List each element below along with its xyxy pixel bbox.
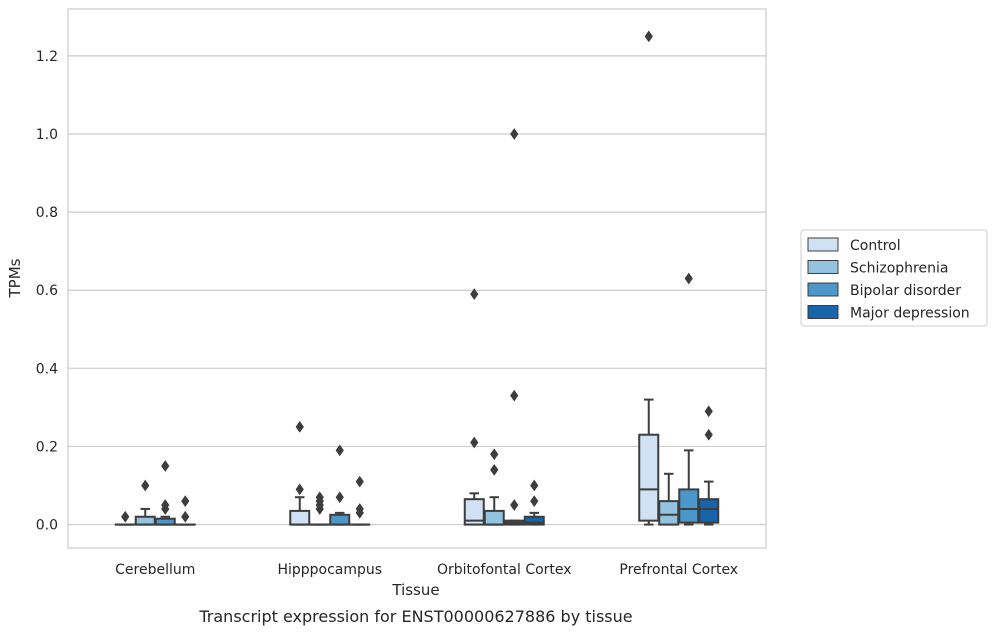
- legend-label-1: Schizophrenia: [850, 261, 948, 277]
- box-body: [638, 433, 660, 522]
- grid: [68, 55, 766, 526]
- y-tick-label-2: 0.4: [36, 361, 58, 377]
- outlier-point-0: [490, 464, 499, 476]
- legend-swatch-3: [807, 305, 839, 319]
- legend-label-0: Control: [850, 238, 901, 254]
- legend: Control Schizophrenia Bipolar disorder Majo…: [800, 229, 988, 327]
- outlier-point-1: [704, 405, 713, 418]
- outlier-point-0: [335, 491, 344, 504]
- box-body: [523, 515, 545, 526]
- box-body: [483, 509, 505, 526]
- x-tick-label-0: Cerebellum: [115, 562, 195, 578]
- box-3-2: [678, 272, 700, 526]
- plot-frame: [67, 8, 767, 549]
- outlier-point-0: [530, 495, 539, 508]
- legend-label-2: Bipolar disorder: [850, 283, 961, 299]
- box-0-1: [134, 479, 156, 526]
- box-body: [698, 498, 720, 524]
- outlier-point-1: [295, 421, 304, 433]
- x-tick-label-2: Orbitofontal Cortex: [437, 562, 572, 578]
- outlier-point-1: [355, 503, 364, 515]
- outlier-point-1: [470, 288, 479, 300]
- y-tick-label-6: 1.2: [36, 49, 58, 65]
- y-tick-label-0: 0.0: [36, 518, 58, 534]
- legend-swatch-1: [807, 260, 839, 274]
- outlier-point-0: [704, 428, 713, 441]
- box-body: [329, 513, 351, 526]
- y-tick-label-1: 0.2: [36, 439, 58, 455]
- plot-boxes: [114, 30, 720, 526]
- box-0-2: [154, 460, 176, 526]
- outlier-point-1: [161, 499, 170, 511]
- box-2-3: [523, 479, 545, 526]
- outlier-point-2: [161, 460, 170, 472]
- box-1-1: [309, 491, 331, 526]
- outlier-point-1: [335, 444, 344, 457]
- legend-swatch-0: [807, 237, 839, 252]
- box-2-0: [463, 288, 485, 526]
- legend-label-3: Major depression: [850, 306, 970, 322]
- outlier-point-2: [510, 128, 519, 140]
- box-body: [134, 515, 156, 526]
- x-tick-labels: Cerebellum Hipppocampus Orbitofontal Corte…: [115, 562, 738, 578]
- box-0-3: [174, 495, 196, 526]
- box-1-2: [329, 444, 351, 526]
- outlier-point-1: [510, 389, 519, 402]
- outlier-point-0: [470, 436, 479, 449]
- outlier-point-0: [295, 483, 304, 496]
- outlier-point-1: [181, 495, 190, 508]
- outlier-point-0: [644, 30, 653, 43]
- box-body: [289, 509, 311, 526]
- box-1-0: [289, 421, 311, 526]
- outlier-point-1: [530, 479, 539, 492]
- outlier-point-0: [510, 499, 519, 511]
- box-3-3: [698, 405, 720, 526]
- outlier-point-0: [141, 479, 150, 492]
- x-axis-label: Tissue: [391, 581, 439, 599]
- outlier-point-0: [121, 510, 130, 523]
- outlier-point-3: [315, 491, 324, 504]
- chart-caption: Transcript expression for ENST0000062788…: [198, 607, 632, 626]
- y-axis-label: TPMs: [6, 258, 24, 298]
- box-3-1: [658, 472, 680, 526]
- x-tick-label-3: Prefrontal Cortex: [619, 562, 738, 578]
- legend-swatch-2: [807, 282, 839, 297]
- y-tick-labels: 0.0 0.2 0.4 0.6 0.8 1.0 1.2: [36, 49, 58, 534]
- box-0-0: [114, 510, 136, 526]
- outlier-point-1: [490, 448, 499, 461]
- box-1-3: [349, 475, 371, 526]
- y-tick-label-3: 0.6: [36, 283, 58, 299]
- y-tick-label-5: 1.0: [36, 127, 58, 143]
- box-body: [658, 500, 680, 526]
- box-2-2: [503, 128, 525, 526]
- outlier-point-0: [181, 510, 190, 523]
- box-3-0: [638, 30, 660, 526]
- outlier-point-0: [684, 272, 693, 285]
- x-tick-label-1: Hipppocampus: [277, 562, 382, 578]
- legend-frame: [800, 229, 988, 327]
- box-body: [678, 488, 700, 524]
- box-2-1: [483, 448, 505, 526]
- outlier-point-2: [355, 475, 364, 488]
- y-tick-label-4: 0.8: [36, 205, 58, 221]
